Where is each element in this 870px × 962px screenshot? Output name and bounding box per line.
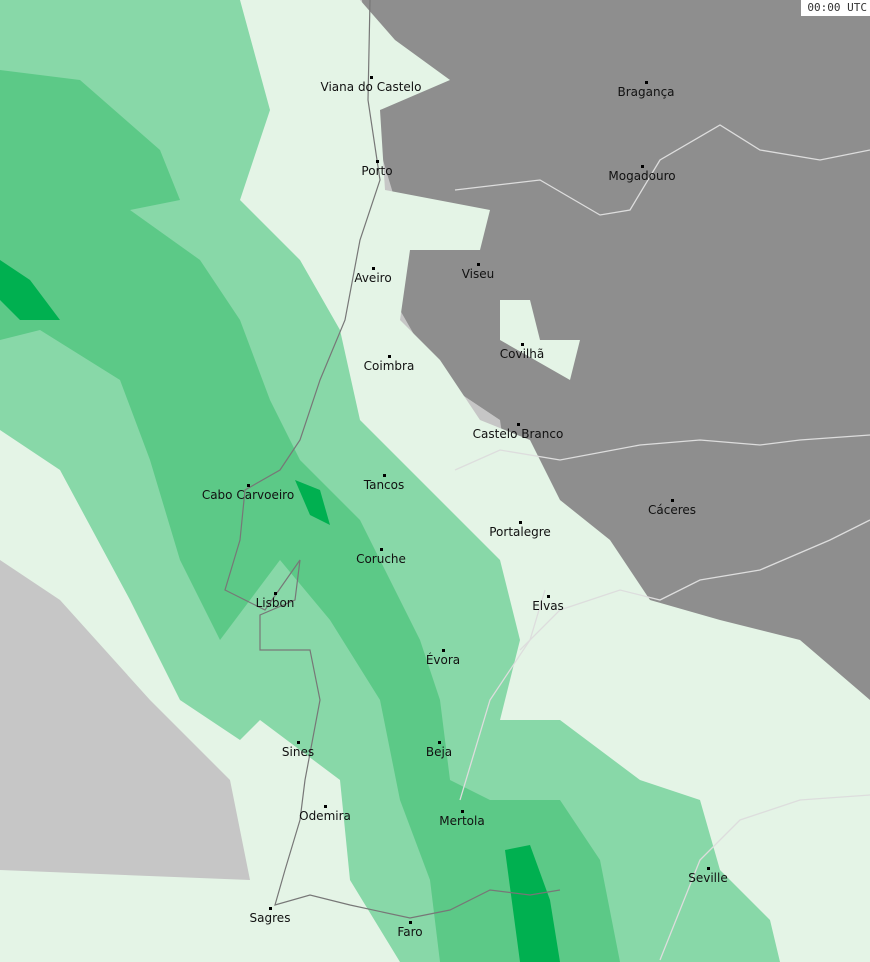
city-label: Sagres <box>249 911 291 925</box>
city-marker <box>376 160 379 163</box>
light-rain-area <box>500 300 580 380</box>
city-marker <box>380 548 383 551</box>
coastline <box>224 0 561 919</box>
city-label: Beja <box>425 745 453 759</box>
city-label: Mertola <box>439 814 485 828</box>
city-label: Coimbra <box>363 359 415 373</box>
city-label: Viseu <box>461 267 495 281</box>
city-label: Seville <box>688 871 728 885</box>
city-label: Lisbon <box>255 596 295 610</box>
city-marker <box>707 867 710 870</box>
city-marker <box>438 741 441 744</box>
city-marker <box>477 263 480 266</box>
borders <box>454 124 870 961</box>
city-label: Porto <box>361 164 393 178</box>
city-marker <box>383 474 386 477</box>
city-label: Portalegre <box>489 525 551 539</box>
city-label: Bragança <box>617 85 675 99</box>
rain-area-heavy <box>0 70 620 962</box>
city-label: Aveiro <box>354 271 392 285</box>
city-marker <box>297 741 300 744</box>
city-marker <box>372 267 375 270</box>
city-marker <box>247 484 250 487</box>
city-marker <box>409 921 412 924</box>
city-marker <box>324 805 327 808</box>
city-marker <box>461 810 464 813</box>
city-marker <box>370 76 373 79</box>
city-label: Cáceres <box>647 503 697 517</box>
city-marker <box>671 499 674 502</box>
city-label: Mogadouro <box>608 169 676 183</box>
city-label: Cabo Carvoeiro <box>201 488 295 502</box>
city-label: Sines <box>281 745 315 759</box>
city-marker <box>388 355 391 358</box>
city-label: Coruche <box>356 552 406 566</box>
city-label: Viana do Castelo <box>320 80 422 94</box>
city-marker <box>547 595 550 598</box>
rain-area-moderate <box>0 0 780 962</box>
city-marker <box>521 343 524 346</box>
city-marker <box>442 649 445 652</box>
city-label: Faro <box>397 925 423 939</box>
city-marker <box>269 907 272 910</box>
city-marker <box>519 521 522 524</box>
city-label: Elvas <box>532 599 564 613</box>
city-marker <box>641 165 644 168</box>
timestamp-label: 00:00 UTC <box>801 0 870 16</box>
city-label: Castelo Branco <box>472 427 564 441</box>
city-marker <box>645 81 648 84</box>
city-label: Évora <box>425 653 461 667</box>
city-marker <box>274 592 277 595</box>
city-label: Odemira <box>299 809 351 823</box>
city-label: Covilhã <box>499 347 545 361</box>
city-label: Tancos <box>363 478 405 492</box>
city-marker <box>517 423 520 426</box>
